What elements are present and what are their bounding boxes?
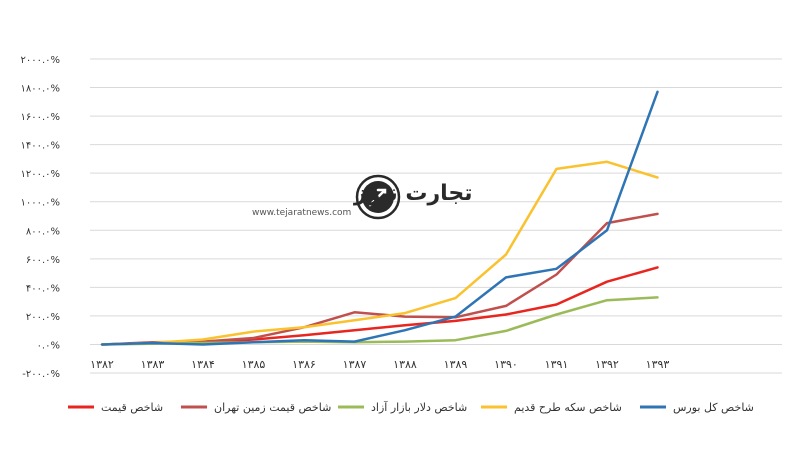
watermark-url: www.tejaratnews.com	[252, 208, 351, 218]
series-line	[100, 296, 659, 346]
x-tick-label: ۱۳۸۴	[191, 358, 215, 371]
x-tick-label: ۱۳۸۲	[90, 358, 114, 371]
x-tick-label: ۱۳۸۶	[292, 358, 316, 371]
x-tick-label: ۱۳۸۸	[393, 358, 417, 371]
y-axis-tick-labels: -۲۰۰.۰% ۰.۰% ۲۰۰.۰% ۴۰۰.۰% ۶۰۰.۰% ۸۰۰.۰% ۱۰۰۰.…	[20, 55, 60, 380]
watermark-logo-arrow	[368, 188, 387, 207]
x-tick-label: ۱۳۸۳	[141, 358, 165, 371]
watermark-logo-ring	[355, 174, 401, 220]
x-tick-label: ۱۳۸۷	[343, 358, 367, 371]
x-tick-label: ۱۳۸۹	[444, 358, 468, 371]
x-tick-label: ۱۳۹۲	[595, 358, 619, 371]
y-tick-label: ۱۸۰۰.۰%	[20, 84, 60, 95]
y-tick-label: ۸۰۰.۰%	[26, 226, 60, 237]
y-tick-label: ۲۰۰۰.۰%	[20, 55, 60, 66]
y-tick-label: ۱۰۰۰.۰%	[20, 198, 60, 209]
grid-lines	[90, 58, 782, 374]
y-tick-label: ۴۰۰.۰%	[26, 283, 60, 294]
y-tick-label: ۱۲۰۰.۰%	[20, 169, 60, 180]
series-line	[100, 212, 659, 346]
series-line	[100, 90, 659, 346]
x-tick-label: ۱۳۹۳	[646, 358, 670, 371]
legend-label: شاخص کل بورس	[673, 401, 754, 414]
y-tick-label: ۲۰۰.۰%	[26, 312, 60, 323]
x-tick-label: ۱۳۸۵	[242, 358, 266, 371]
watermark-name: تجارت نیوز	[353, 181, 473, 206]
legend-label: شاخص دلار بازار آزاد	[371, 400, 467, 414]
legend: شاخص قیمت شاخص قیمت زمین تهران شاخص دلار ب…	[68, 400, 754, 414]
series-lines	[100, 90, 659, 346]
y-tick-label: -۲۰۰.۰%	[22, 369, 60, 380]
x-axis-tick-labels: ۱۳۸۲ ۱۳۸۳ ۱۳۸۴ ۱۳۸۵ ۱۳۸۶ ۱۳۸۷ ۱۳۸۸ ۱۳۸۹ ۱۳۹۰ ۱۳۹۱…	[90, 358, 669, 371]
y-tick-label: ۱۴۰۰.۰%	[20, 141, 60, 152]
x-tick-label: ۱۳۹۰	[494, 358, 518, 371]
y-tick-label: ۶۰۰.۰%	[26, 255, 60, 266]
series-line	[100, 266, 659, 346]
tejaratnews-watermark: تجارت نیوز www.tejaratnews.com	[252, 174, 473, 220]
x-tick-label: ۱۳۹۱	[545, 358, 569, 371]
y-tick-label: ۱۶۰۰.۰%	[20, 112, 60, 123]
legend-label: شاخص قیمت	[101, 401, 163, 414]
legend-label: شاخص سکه طرح قدیم	[514, 401, 622, 414]
y-tick-label: ۰.۰%	[37, 340, 60, 351]
legend-label: شاخص قیمت زمین تهران	[214, 401, 331, 414]
series-line	[100, 160, 659, 346]
